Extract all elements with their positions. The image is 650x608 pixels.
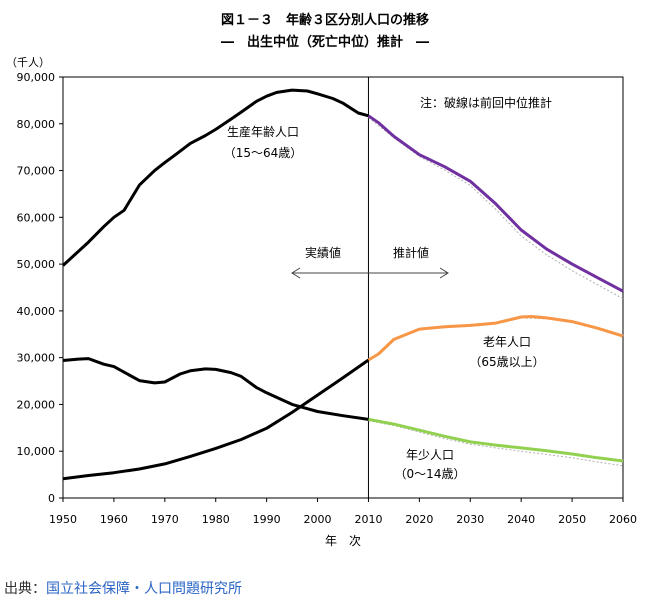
youth-actual-line [62,357,369,421]
y-tick-label: 60,000 [17,211,56,224]
x-tick-label: 1950 [49,513,77,526]
youth-label: 年少人口 [406,448,454,462]
y-tick-label: 70,000 [17,165,56,178]
x-tick-label: 2060 [609,513,637,526]
chart-title: 図１－３ 年齢３区分別人口の推移 [221,12,429,28]
x-tick-label: 2050 [558,513,586,526]
y-tick-label: 0 [48,492,55,505]
y-axis-label: （千人） [6,56,50,69]
x-axis-label: 年 次 [325,534,361,548]
source-prefix: 出典： [4,581,46,597]
x-tick-label: 2020 [405,513,433,526]
working-age-actual-line [61,88,369,267]
y-tick-label: 20,000 [17,398,56,411]
y-tick-label: 30,000 [17,352,56,365]
youth-projection-line [368,417,624,463]
source-line: 出典：国立社会保障・人口問題研究所 [4,578,242,598]
x-tick-label: 1980 [202,513,230,526]
y-tick-label: 10,000 [17,445,56,458]
plot-area [62,76,624,499]
y-tick-label: 80,000 [17,118,56,131]
x-tick-label: 1970 [151,513,179,526]
period-arrow [291,267,449,279]
x-tick-label: 2040 [507,513,535,526]
elderly-actual-line [62,358,370,481]
actual-region-label: 実績値 [305,245,341,260]
elderly-label: 老年人口 [483,335,531,349]
x-tick-label: 1960 [100,513,128,526]
x-tick-label: 2010 [354,513,382,526]
x-tick-label: 2000 [304,513,332,526]
elderly-range-label: （65歳以上） [469,355,544,369]
working-age-label: 生産年齢人口 [227,124,299,139]
elderly-projection-line [367,315,624,362]
source-link[interactable]: 国立社会保障・人口問題研究所 [46,581,242,597]
working-age-projection-line [367,114,624,293]
y-tick-label: 40,000 [17,305,56,318]
x-tick-label: 1990 [253,513,281,526]
x-tick-label: 2030 [456,513,484,526]
population-chart: 図１－３ 年齢３区分別人口の推移 ― 出生中位（死亡中位）推計 ― （千人） 0… [6,12,637,548]
note-label: 注：破線は前回中位推計 [420,95,552,110]
y-tick-label: 90,000 [17,71,56,84]
y-tick-label: 50,000 [17,258,56,271]
chart-subtitle: ― 出生中位（死亡中位）推計 ― [221,34,429,50]
working-age-range-label: （15～64歳） [224,146,303,160]
projection-region-label: 推計値 [393,245,429,260]
youth-range-label: （0～14歳） [395,467,466,481]
